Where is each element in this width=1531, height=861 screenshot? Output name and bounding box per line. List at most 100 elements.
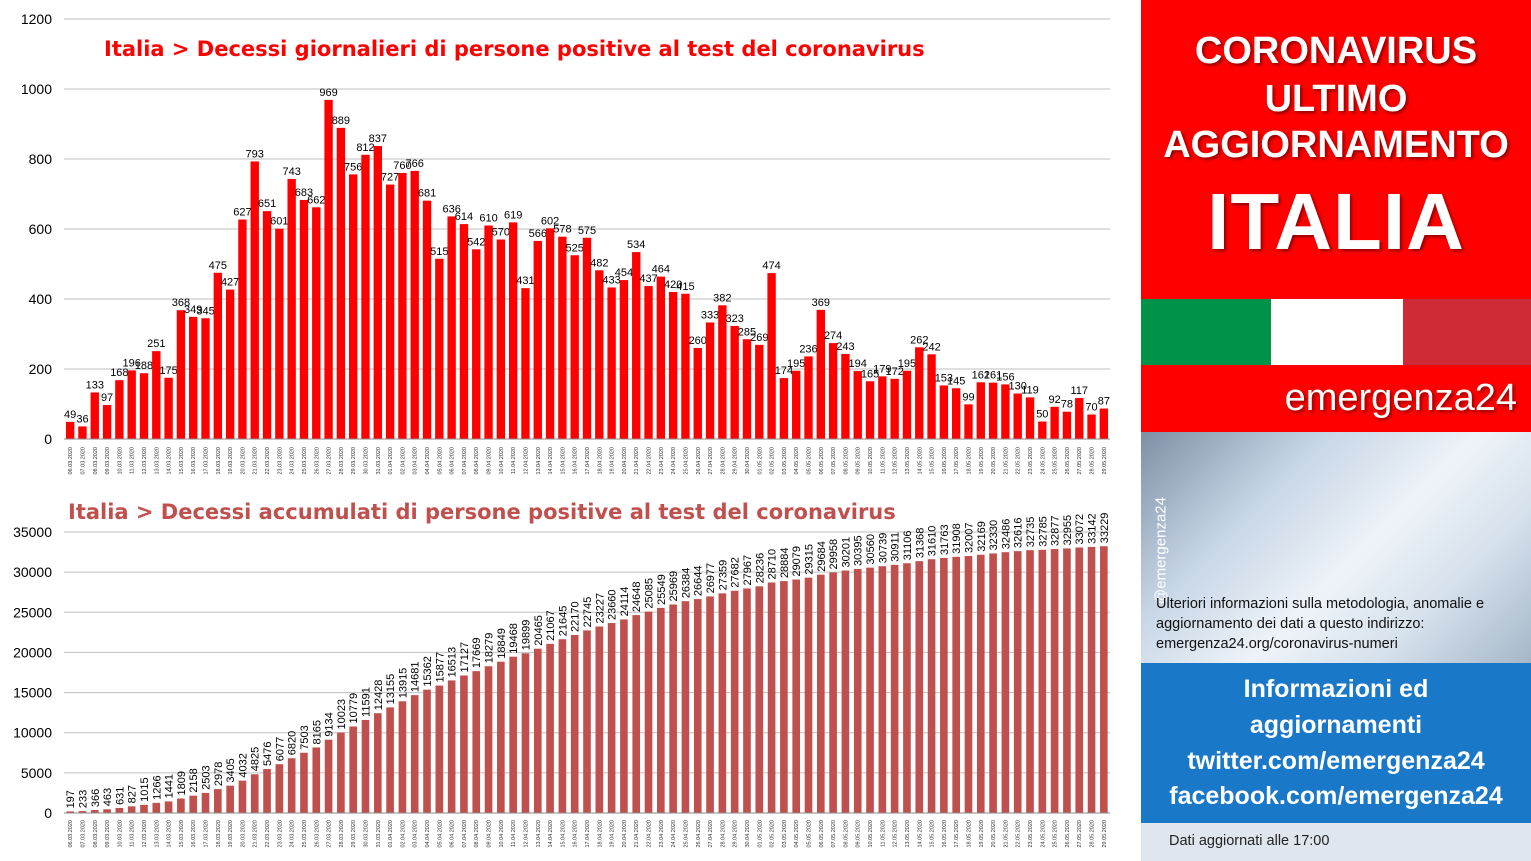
x-tick-label: 26.05.2020 (1065, 447, 1071, 475)
data-label: 636 (442, 203, 460, 215)
y-tick-label: 800 (29, 151, 53, 167)
bar (1050, 549, 1059, 813)
x-tick-label: 01.05.2020 (757, 447, 763, 475)
data-label: 542 (467, 236, 485, 248)
x-tick-label: 16.05.2020 (942, 447, 948, 475)
bar (238, 219, 247, 439)
data-label: 145 (947, 375, 965, 387)
x-tick-label: 21.05.2020 (1003, 447, 1009, 475)
data-label: 31763 (939, 524, 951, 555)
bar (287, 758, 296, 813)
social-links-box: Informazioni ed aggiornamenti twitter.co… (1141, 663, 1531, 823)
bar (115, 380, 124, 439)
bar (903, 563, 911, 813)
bar (385, 184, 395, 439)
bar (361, 719, 370, 813)
data-label: 32007 (963, 522, 975, 553)
data-label: 33072 (1074, 514, 1086, 545)
bar (66, 811, 74, 813)
data-label: 827 (127, 785, 139, 803)
x-tick-label: 25.03.2020 (302, 447, 308, 475)
bar (1099, 408, 1109, 439)
bar (177, 798, 185, 813)
data-label: 27359 (717, 560, 729, 591)
data-label: 3405 (225, 758, 237, 782)
x-tick-label: 20.05.2020 (991, 447, 997, 475)
bar (952, 556, 960, 813)
data-label: 683 (295, 187, 313, 199)
x-tick-label: 18.03.2020 (216, 820, 222, 848)
bar (1062, 411, 1072, 439)
data-label: 4825 (250, 747, 262, 771)
x-tick-label: 08.05.2020 (843, 447, 849, 475)
bar (743, 588, 751, 813)
x-tick-label: 19.05.2020 (979, 447, 985, 475)
data-label: 4032 (237, 753, 249, 777)
y-tick-label: 200 (29, 361, 53, 377)
x-tick-label: 27.04.2020 (708, 820, 714, 848)
brand-bar: emergenza24 (1141, 365, 1531, 432)
x-tick-label: 22.04.2020 (647, 820, 653, 848)
x-tick-label: 11.05.2020 (880, 820, 886, 847)
bar (521, 288, 530, 439)
data-label: 17669 (471, 638, 483, 669)
bar (890, 564, 899, 813)
data-label: 24648 (631, 582, 643, 613)
facebook-link[interactable]: facebook.com/emergenza24 (1169, 782, 1503, 810)
bar (656, 276, 666, 439)
bar (632, 252, 641, 439)
data-label: 87 (1098, 396, 1110, 408)
bar (460, 675, 468, 813)
bar (1013, 393, 1022, 439)
x-tick-label: 11.03.2020 (130, 447, 136, 474)
bar (189, 795, 198, 813)
bar (127, 370, 136, 439)
bar (275, 228, 284, 439)
bar (410, 170, 419, 439)
x-tick-label: 14.04.2020 (548, 447, 554, 475)
x-tick-label: 07.04.2020 (462, 820, 468, 848)
data-label: 32955 (1062, 515, 1074, 546)
x-tick-label: 26.03.2020 (314, 447, 320, 475)
x-tick-label: 17.05.2020 (954, 447, 960, 475)
data-label: 30560 (865, 534, 877, 565)
x-tick-label: 18.05.2020 (966, 820, 972, 848)
bar (558, 639, 567, 813)
data-label: 26384 (680, 568, 692, 599)
data-label: 195 (787, 358, 805, 370)
data-label: 32486 (1000, 519, 1012, 550)
data-label: 21067 (545, 610, 557, 641)
bar (583, 630, 591, 813)
x-tick-label: 12.05.2020 (893, 820, 899, 848)
bar (644, 611, 653, 813)
bar (1001, 552, 1010, 813)
data-label: 627 (233, 207, 251, 219)
x-tick-label: 21.03.2020 (253, 447, 259, 475)
data-label: 570 (492, 227, 510, 239)
twitter-link[interactable]: twitter.com/emergenza24 (1187, 747, 1485, 775)
bar (1026, 550, 1034, 813)
x-tick-label: 16.04.2020 (573, 820, 579, 848)
bar (164, 801, 173, 813)
data-label: 251 (147, 338, 165, 350)
bar (1075, 398, 1084, 439)
bar (312, 747, 321, 813)
data-label: 420 (664, 279, 682, 291)
bar (1087, 546, 1096, 813)
data-label: 168 (110, 367, 128, 379)
data-label: 793 (246, 148, 264, 160)
bar (1025, 397, 1035, 439)
bar (1013, 551, 1022, 813)
bar (422, 200, 432, 439)
x-tick-label: 21.04.2020 (634, 447, 640, 475)
x-tick-label: 01.04.2020 (388, 447, 394, 475)
data-label: 162 (972, 369, 990, 381)
x-tick-label: 04.04.2020 (425, 447, 431, 475)
bar (1100, 546, 1108, 813)
x-tick-label: 14.03.2020 (167, 820, 173, 848)
bar (509, 656, 517, 813)
update-footer: Dati aggiornati alle 17:00 (1141, 823, 1531, 861)
bar (595, 626, 604, 813)
x-tick-label: 20.04.2020 (622, 820, 628, 848)
x-tick-label: 08.04.2020 (474, 447, 480, 475)
